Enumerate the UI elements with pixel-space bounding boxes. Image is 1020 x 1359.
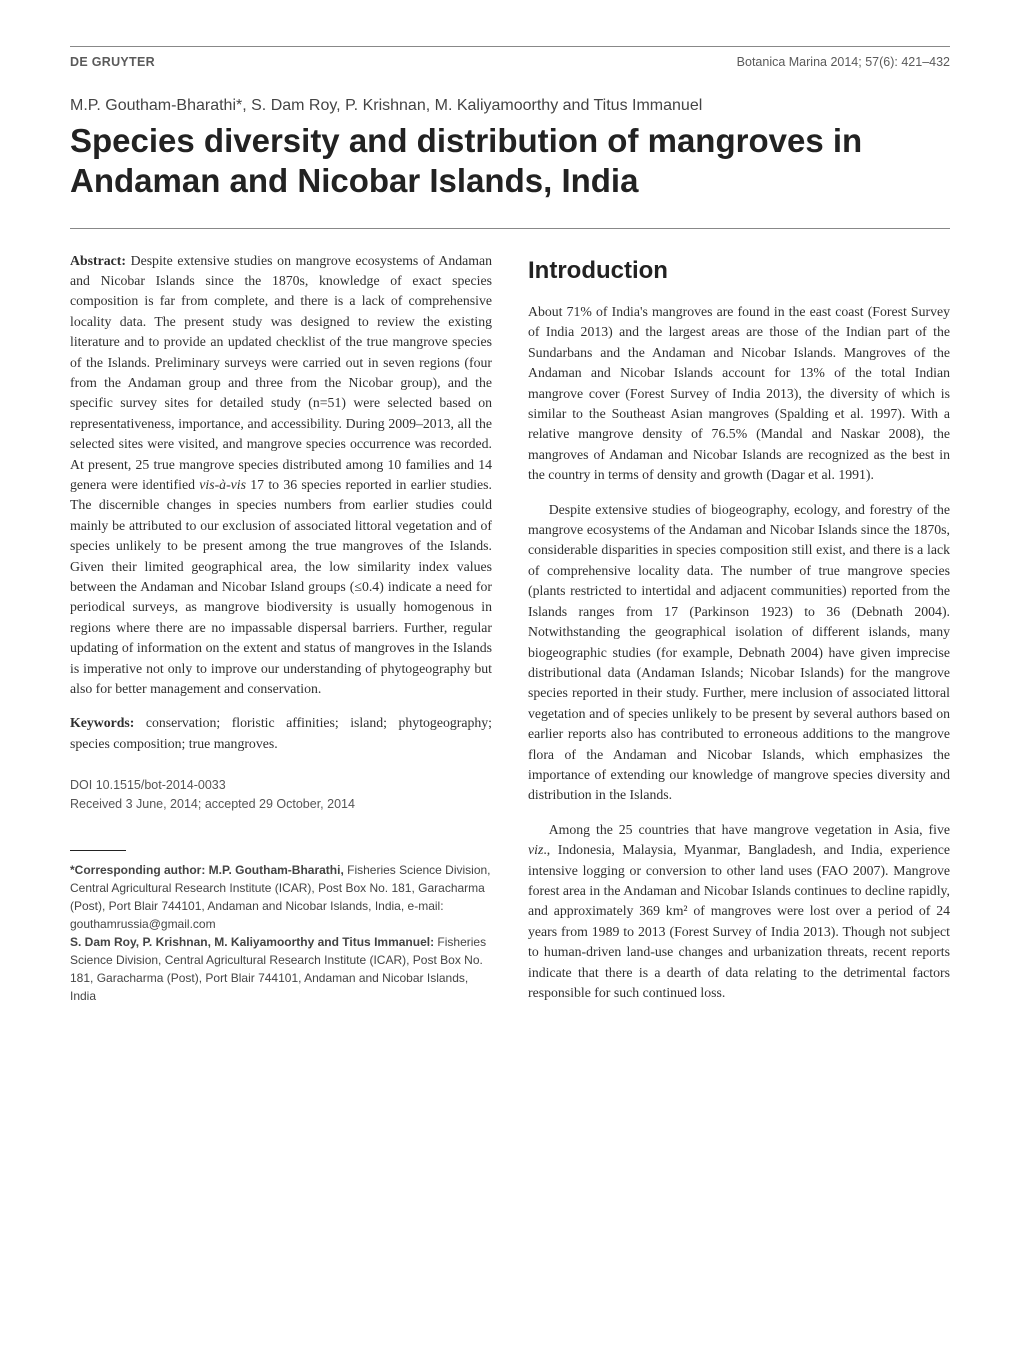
intro-p3-post: ., Indonesia, Malaysia, Myanmar, Banglad… xyxy=(528,842,950,1000)
abstract-text-2: 17 to 36 species reported in earlier stu… xyxy=(70,477,492,696)
authors-line: M.P. Goutham-Bharathi*, S. Dam Roy, P. K… xyxy=(70,97,950,115)
footnote-rule xyxy=(70,850,126,851)
intro-p3-italic: viz xyxy=(528,842,543,857)
intro-paragraph-2: Despite extensive studies of biogeograph… xyxy=(528,500,950,806)
received-line: Received 3 June, 2014; accepted 29 Octob… xyxy=(70,795,492,814)
intro-p3-pre: Among the 25 countries that have mangrov… xyxy=(549,822,950,837)
footnotes: *Corresponding author: M.P. Goutham-Bhar… xyxy=(70,861,492,1005)
abstract-italic: vis-à-vis xyxy=(199,477,246,492)
footnote-corresponding: *Corresponding author: M.P. Goutham-Bhar… xyxy=(70,861,492,933)
two-column-layout: Abstract: Despite extensive studies on m… xyxy=(70,251,950,1018)
journal-citation: Botanica Marina 2014; 57(6): 421–432 xyxy=(737,55,950,69)
keywords-label: Keywords: xyxy=(70,715,134,730)
intro-paragraph-1: About 71% of India's mangroves are found… xyxy=(528,302,950,486)
abstract-text-1: Despite extensive studies on mangrove ec… xyxy=(70,253,492,492)
footnote-corr-label: *Corresponding author: M.P. Goutham-Bhar… xyxy=(70,863,344,877)
intro-paragraph-3: Among the 25 countries that have mangrov… xyxy=(528,820,950,1004)
top-rule xyxy=(70,46,950,47)
running-header: DE GRUYTER Botanica Marina 2014; 57(6): … xyxy=(70,55,950,69)
abstract-paragraph: Abstract: Despite extensive studies on m… xyxy=(70,251,492,700)
right-column: Introduction About 71% of India's mangro… xyxy=(528,251,950,1018)
title-rule xyxy=(70,228,950,229)
page: DE GRUYTER Botanica Marina 2014; 57(6): … xyxy=(0,0,1020,1057)
left-column: Abstract: Despite extensive studies on m… xyxy=(70,251,492,1018)
section-heading-introduction: Introduction xyxy=(528,253,950,289)
doi-line: DOI 10.1515/bot-2014-0033 xyxy=(70,776,492,795)
abstract-label: Abstract: xyxy=(70,253,126,268)
keywords-text: conservation; floristic affinities; isla… xyxy=(70,715,492,750)
keywords-paragraph: Keywords: conservation; floristic affini… xyxy=(70,713,492,754)
footnote-others-label: S. Dam Roy, P. Krishnan, M. Kaliyamoorth… xyxy=(70,935,434,949)
doi-block: DOI 10.1515/bot-2014-0033 Received 3 Jun… xyxy=(70,776,492,814)
publisher-label: DE GRUYTER xyxy=(70,55,155,69)
article-title: Species diversity and distribution of ma… xyxy=(70,121,950,202)
footnote-other-authors: S. Dam Roy, P. Krishnan, M. Kaliyamoorth… xyxy=(70,933,492,1005)
